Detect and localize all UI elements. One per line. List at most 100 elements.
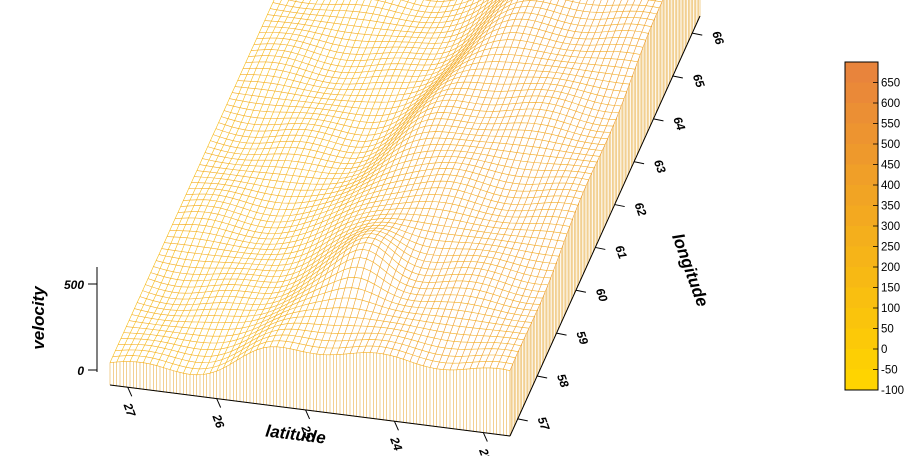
mesh-line-lon (373, 0, 482, 13)
mesh-line-lon (234, 53, 635, 103)
colorbar-swatch (845, 267, 878, 288)
mesh-line-lon (248, 18, 649, 74)
longitude-tick (653, 118, 664, 122)
colorbar-label: 300 (881, 221, 900, 233)
colorbar-label: 150 (881, 283, 900, 295)
colorbar-swatch (845, 226, 878, 247)
colorbar-label: -50 (881, 365, 898, 377)
velocity-axis: 0 500 velocity (29, 267, 98, 378)
mesh-line-lat (123, 0, 290, 362)
mesh-line-lon (120, 322, 521, 351)
colorbar-swatch (845, 164, 878, 186)
mesh-line-lon (215, 99, 616, 148)
colorbar-label: 550 (881, 119, 900, 131)
mesh-line-lon (199, 137, 600, 180)
mesh-line-lon (251, 12, 652, 68)
longitude-axis-title: longitude (668, 231, 712, 309)
mesh-line-lon (232, 61, 633, 110)
mesh-line-lon (221, 87, 622, 136)
colorbar-label: 400 (881, 180, 900, 192)
colorbar-swatch (845, 308, 878, 329)
mesh-line-lon (240, 39, 641, 90)
mesh-line-lon (204, 124, 606, 170)
mesh-line-lon (194, 150, 595, 191)
longitude-tick-label: 62 (632, 201, 650, 219)
mesh-line-lon (207, 118, 608, 164)
mesh-line-lon (126, 307, 527, 337)
colorbar-frame (844, 61, 879, 391)
colorbar-swatch (845, 82, 878, 104)
latitude-tick (393, 421, 399, 431)
longitude-tick-label: 66 (709, 29, 727, 47)
mesh-line-lon (218, 93, 619, 142)
velocity-axis-title: velocity (29, 285, 48, 350)
latitude-axis-line (109, 384, 511, 437)
colorbar-label: 0 (881, 344, 887, 356)
mesh-line-lon (185, 168, 587, 211)
latitude-tick (216, 398, 222, 408)
mesh-line-lon (210, 112, 611, 159)
colorbar-swatch (845, 246, 878, 268)
colorbar-label: 200 (881, 262, 900, 274)
mesh-line-lon (118, 328, 519, 357)
longitude-tick (692, 32, 703, 36)
mesh-line-lon (134, 276, 535, 317)
longitude-tick (575, 289, 587, 293)
mesh-line-lon (123, 316, 524, 344)
mesh-line-lon (153, 230, 554, 277)
mesh-line-lon (183, 174, 584, 217)
mesh-line-lon (158, 224, 559, 266)
mesh-line-lon (270, 0, 497, 29)
mesh-line-lon (172, 201, 573, 240)
longitude-tick-label: 63 (651, 158, 669, 176)
colorbar-swatch (845, 328, 878, 350)
colorbar-label: 500 (881, 139, 900, 151)
colorbar-swatch (845, 185, 878, 206)
mesh-line-lon (229, 68, 630, 117)
mesh-line-lon (245, 25, 646, 79)
mesh-line-lon (237, 46, 638, 96)
mesh-line-lon (139, 257, 540, 306)
colorbar-swatch (845, 103, 878, 124)
longitude-tick-label: 61 (612, 243, 630, 261)
velocity-tick-label-0: 0 (77, 364, 84, 378)
latitude-tick-label: 25 (298, 423, 316, 442)
colorbar-swatch (845, 205, 878, 227)
mesh-line-lon (147, 237, 549, 289)
longitude-tick-label: 57 (535, 415, 553, 434)
mesh-line-lon (115, 334, 516, 364)
mesh-line-lat (196, 0, 365, 375)
latitude-tick-label: 23 (476, 446, 494, 456)
latitude-tick-label: 26 (209, 412, 227, 431)
longitude-tick (672, 75, 683, 79)
mesh-line-lon (175, 194, 576, 234)
mesh-line-lon (131, 287, 532, 324)
mesh-line-lon (142, 248, 543, 300)
latitude-tick-label: 27 (120, 400, 139, 420)
mesh-line-lon (242, 32, 644, 85)
mesh-line-lat (129, 0, 297, 362)
longitude-tick-label: 65 (690, 72, 708, 90)
mesh-line-lon (213, 105, 614, 154)
colorbar-swatch (845, 62, 878, 83)
longitude-tick-label: 58 (554, 372, 572, 390)
colorbar-swatch (845, 144, 878, 165)
mesh-line-lat (369, 0, 519, 353)
mesh-line-lon (166, 213, 568, 250)
latitude-tick-label: 24 (387, 434, 405, 453)
mesh-line-lat (149, 0, 318, 365)
longitude-tick (537, 375, 548, 379)
colorbar-label: -100 (881, 385, 904, 397)
mesh-line-lon (191, 156, 592, 198)
longitude-tick (614, 204, 625, 208)
surface-mesh (109, 0, 664, 376)
mesh-line-lon (188, 162, 589, 204)
mesh-line-lat (216, 0, 387, 372)
mesh-line-lon (145, 242, 546, 294)
colorbar-label: 650 (881, 78, 900, 90)
mesh-line-lon (256, 0, 657, 55)
mesh-line-lat (376, 0, 525, 354)
latitude-tick (305, 409, 311, 420)
longitude-tick (595, 246, 606, 250)
